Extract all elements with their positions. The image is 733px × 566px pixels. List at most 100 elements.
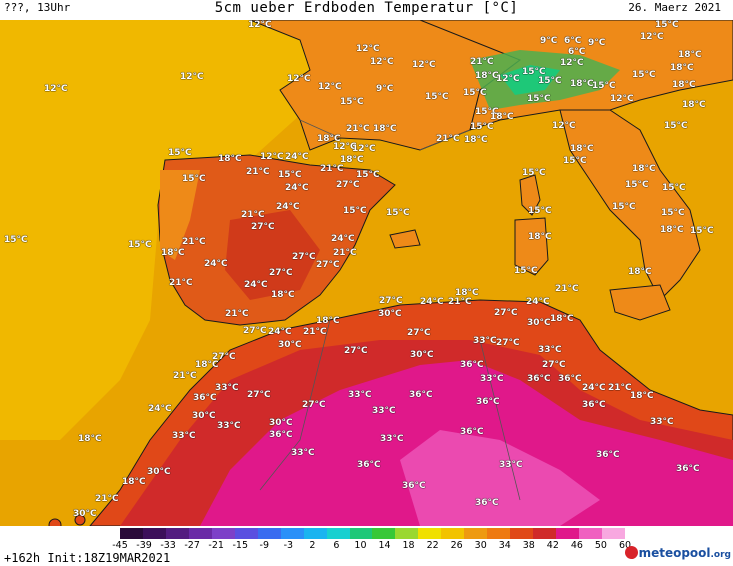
temperature-label: 27°C — [344, 346, 368, 356]
temperature-label: 21°C — [320, 164, 344, 174]
temperature-label: 33°C — [499, 460, 523, 470]
header-run-label: ???, 13Uhr — [4, 1, 71, 14]
land-balearics — [389, 229, 421, 249]
temperature-label: 15°C — [528, 206, 552, 216]
temperature-label: 12°C — [552, 121, 576, 131]
temperature-label: 18°C — [317, 134, 341, 144]
temperature-label: 18°C — [682, 100, 706, 110]
temperature-label: 30°C — [147, 467, 171, 477]
temperature-label: 15°C — [278, 170, 302, 180]
temperature-label: 33°C — [291, 448, 315, 458]
temperature-label: 33°C — [650, 417, 674, 427]
temperature-label: 30°C — [527, 318, 551, 328]
color-scale-tick: 60 — [618, 540, 632, 551]
temperature-label: 24°C — [285, 152, 309, 162]
temperature-label: 15°C — [563, 156, 587, 166]
temperature-label: 9°C — [540, 36, 558, 46]
temperature-label: 21°C — [173, 371, 197, 381]
color-scale-segment — [303, 528, 327, 539]
temperature-label: 21°C — [346, 124, 370, 134]
temperature-label: 15°C — [182, 174, 206, 184]
color-scale-segment — [441, 528, 465, 539]
temperature-label: 18°C — [570, 144, 594, 154]
logo-suffix-text: .org — [710, 550, 731, 560]
country-borders — [259, 119, 521, 501]
color-scale-tick: 46 — [570, 540, 583, 551]
color-scale-tick: -15 — [232, 540, 248, 551]
temperature-label: 18°C — [455, 288, 479, 298]
temperature-label: 33°C — [172, 431, 196, 441]
temperature-label: 12°C — [560, 58, 584, 68]
temperature-label: 18°C — [271, 290, 295, 300]
temperature-label: 27°C — [251, 222, 275, 232]
color-scale-ticks: -45 -39 -33 -27 -21 -15 -9 -3 2 6 10 14 18 22 26 30 34 38… — [112, 540, 633, 554]
color-scale-tick: 2 — [309, 540, 316, 551]
temperature-label: 15°C — [522, 67, 546, 77]
temperature-label: 24°C — [420, 297, 444, 307]
temperature-label: 18°C — [550, 314, 574, 324]
temperature-label: 18°C — [630, 391, 654, 401]
temperature-label: 15°C — [470, 122, 494, 132]
temperature-label: 33°C — [538, 345, 562, 355]
temperature-label: 18°C — [195, 360, 219, 370]
temperature-label: 27°C — [407, 328, 431, 338]
temperature-label: 6°C — [564, 36, 582, 46]
temperature-label: 12°C — [352, 144, 376, 154]
temperature-label: 27°C — [496, 338, 520, 348]
temperature-label: 12°C — [496, 74, 520, 84]
temperature-label: 18°C — [373, 124, 397, 134]
temperature-label: 18°C — [678, 50, 702, 60]
map-date: 26. Maerz 2021 — [628, 1, 721, 14]
temperature-label: 36°C — [269, 430, 293, 440]
color-scale-tick: 6 — [333, 540, 340, 551]
temperature-label: 30°C — [378, 309, 402, 319]
meteopool-logo[interactable]: meteopool.org — [624, 546, 731, 560]
temperature-label: 36°C — [475, 498, 499, 508]
temperature-label: 12°C — [610, 94, 634, 104]
temperature-label: 30°C — [192, 411, 216, 421]
temperature-label: 36°C — [193, 393, 217, 403]
color-scale-tick: -27 — [184, 540, 200, 551]
temperature-label: 15°C — [538, 76, 562, 86]
temperature-label: 21°C — [608, 383, 632, 393]
temperature-label: 15°C — [340, 97, 364, 107]
temperature-label: 15°C — [514, 266, 538, 276]
map-title: 5cm ueber Erdboden Temperatur [°C] — [214, 0, 519, 16]
temperature-label: 15°C — [463, 88, 487, 98]
temperature-label: 18°C — [464, 135, 488, 145]
temperature-label: 18°C — [316, 316, 340, 326]
temperature-label: 24°C — [331, 234, 355, 244]
temperature-label: 33°C — [217, 421, 241, 431]
temperature-label: 18°C — [628, 267, 652, 277]
color-scale-segment — [349, 528, 373, 539]
color-scale-segment — [165, 528, 189, 539]
temperature-label: 18°C — [490, 112, 514, 122]
temperature-label: 30°C — [410, 350, 434, 360]
temperature-label: 21°C — [241, 210, 265, 220]
color-scale-segment — [326, 528, 350, 539]
temperature-label: 18°C — [475, 71, 499, 81]
temperature-label: 21°C — [182, 237, 206, 247]
temperature-label: 21°C — [225, 309, 249, 319]
temperature-label: 24°C — [582, 383, 606, 393]
temperature-label: 27°C — [494, 308, 518, 318]
temperature-label: 12°C — [356, 44, 380, 54]
color-scale-tick: 14 — [378, 540, 391, 551]
temperature-label: 15°C — [632, 70, 656, 80]
color-scale-segment — [188, 528, 212, 539]
temperature-label: 15°C — [425, 92, 449, 102]
color-scale-tick: -39 — [136, 540, 152, 551]
temperature-label: 24°C — [276, 202, 300, 212]
temperature-label: 27°C — [542, 360, 566, 370]
temperature-label: 36°C — [596, 450, 620, 460]
temperature-label: 33°C — [215, 383, 239, 393]
temperature-label: 15°C — [522, 168, 546, 178]
logo-dot-icon — [624, 546, 638, 559]
temperature-label: 9°C — [588, 38, 606, 48]
color-scale-tick: 18 — [402, 540, 415, 551]
temperature-label: 15°C — [612, 202, 636, 212]
temperature-label: 15°C — [356, 170, 380, 180]
land-sicily — [609, 284, 671, 321]
temperature-label: 21°C — [470, 57, 494, 67]
temperature-label: 12°C — [180, 72, 204, 82]
